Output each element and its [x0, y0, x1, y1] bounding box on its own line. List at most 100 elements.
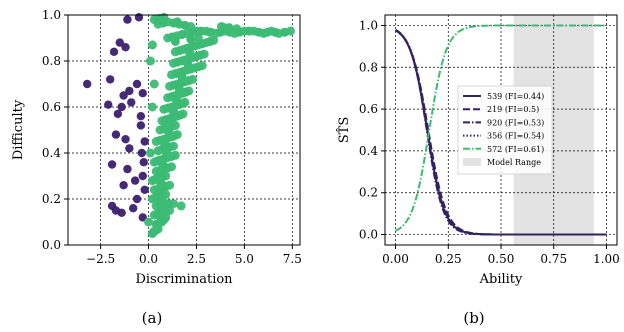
scatter-point [180, 20, 190, 30]
scatter-point [147, 102, 157, 112]
scatter-point [149, 79, 159, 89]
scatter-ylabel: Difficulty [11, 99, 26, 160]
scatter-point [147, 40, 157, 50]
scatter-point [125, 86, 134, 96]
series-line [395, 24, 607, 232]
scatter-point [104, 100, 113, 109]
line-ytick-label: 0.8 [359, 60, 378, 74]
scatter-ytick-label: 1.0 [42, 8, 61, 22]
scatter-point [270, 27, 280, 37]
scatter-point [177, 30, 187, 40]
scatter-xtick-label: 5.0 [235, 252, 254, 266]
scatter-point [205, 36, 215, 46]
line-ylabel: ST̂S [336, 117, 352, 143]
line-xtick-label: 0.50 [488, 252, 515, 266]
scatter-point [152, 209, 162, 219]
scatter-point [109, 47, 119, 56]
line-ytick-label: 0.6 [359, 102, 378, 116]
scatter-point [136, 112, 146, 121]
scatter-point [132, 79, 142, 89]
scatter-point [190, 41, 200, 51]
legend: 539 (FI=0.44) 219 (FI=0.5) 920 (FI=0.53) 35… [457, 85, 553, 175]
scatter-point [170, 36, 180, 46]
scatter-point [139, 158, 148, 167]
scatter-ytick-label: 0.4 [42, 146, 61, 160]
panel-label-b: (b) [463, 309, 484, 327]
scatter-xtick-label: 0.0 [139, 252, 158, 266]
line-xtick-label: 0.00 [382, 252, 409, 266]
line-ytick-label: 0.2 [359, 186, 378, 200]
scatter-point [186, 34, 196, 44]
legend-label: 356 (FI=0.54) [487, 132, 544, 141]
line-ticks: 0.00 0.25 0.50 0.75 1.00 0.0 0.2 0.4 0.6 0.8 1.0 [359, 18, 620, 266]
scatter-point [195, 50, 205, 60]
scatter-point [224, 23, 234, 33]
scatter-point [197, 39, 207, 49]
scatter-point [155, 135, 165, 145]
scatter-point [176, 201, 186, 211]
scatter-ytick-label: 0.2 [42, 192, 61, 206]
scatter-point [117, 102, 126, 112]
line-ytick-label: 0.4 [359, 144, 378, 158]
scatter-point [196, 26, 206, 36]
scatter-xlabel: Discrimination [135, 272, 233, 287]
scatter-point [154, 13, 164, 23]
scatter-point [134, 13, 144, 22]
line-ytick-label: 1.0 [359, 18, 378, 32]
scatter-point [123, 164, 132, 174]
legend-label: 539 (FI=0.44) [487, 92, 544, 101]
scatter-point [138, 89, 147, 98]
legend-label: 920 (FI=0.53) [487, 118, 544, 127]
scatter-point [127, 98, 136, 107]
scatter-point [137, 148, 147, 158]
scatter-point [178, 66, 188, 76]
scatter-panel: −2.5 0.0 2.5 5.0 7.5 0.0 0.2 0.4 0.6 0.8 1.0 Discr… [11, 8, 302, 327]
scatter-point [121, 135, 130, 144]
scatter-point [163, 103, 173, 113]
line-xtick-label: 0.75 [540, 252, 567, 266]
scatter-point [184, 76, 194, 86]
scatter-point [140, 137, 149, 146]
scatter-point [262, 27, 272, 37]
scatter-point [244, 26, 254, 36]
scatter-point [235, 27, 245, 37]
scatter-point [170, 69, 180, 79]
scatter-point [187, 27, 197, 37]
scatter-point [111, 130, 121, 139]
scatter-ytick-label: 0.6 [42, 100, 61, 114]
scatter-point [119, 91, 128, 100]
scatter-point [172, 57, 182, 67]
scatter-ytick-label: 0.0 [42, 238, 61, 252]
series-line [395, 29, 607, 236]
scatter-point [113, 109, 123, 119]
legend-label-range: Model Range [487, 158, 541, 167]
scatter-point [117, 208, 126, 217]
scatter-point [280, 27, 290, 37]
scatter-point [161, 115, 171, 125]
line-ytick-label: 0.0 [359, 228, 378, 242]
scatter-frame [67, 14, 301, 246]
line-series [395, 24, 607, 236]
scatter-xtick-label: 2.5 [187, 252, 206, 266]
legend-label: 219 (FI=0.5) [487, 105, 539, 114]
line-xtick-label: 1.00 [593, 252, 620, 266]
panel-label-a: (a) [142, 309, 163, 327]
legend-swatch-range [463, 158, 481, 166]
scatter-point [144, 217, 154, 227]
scatter-point [105, 75, 115, 84]
scatter-ytick-label: 0.8 [42, 54, 61, 68]
scatter-point [140, 185, 149, 194]
scatter-point [145, 148, 155, 158]
line-xlabel: Ability [479, 272, 523, 287]
scatter-point [128, 204, 138, 213]
scatter-points [82, 12, 295, 238]
legend-items: 539 (FI=0.44) 219 (FI=0.5) 920 (FI=0.53) 35… [463, 92, 544, 167]
scatter-point [132, 194, 142, 204]
scatter-point [175, 110, 185, 120]
scatter-point [82, 79, 92, 89]
scatter-xtick-label: −2.5 [86, 252, 115, 266]
scatter-point [205, 27, 215, 37]
scatter-point [181, 87, 191, 97]
scatter-point [107, 160, 117, 169]
